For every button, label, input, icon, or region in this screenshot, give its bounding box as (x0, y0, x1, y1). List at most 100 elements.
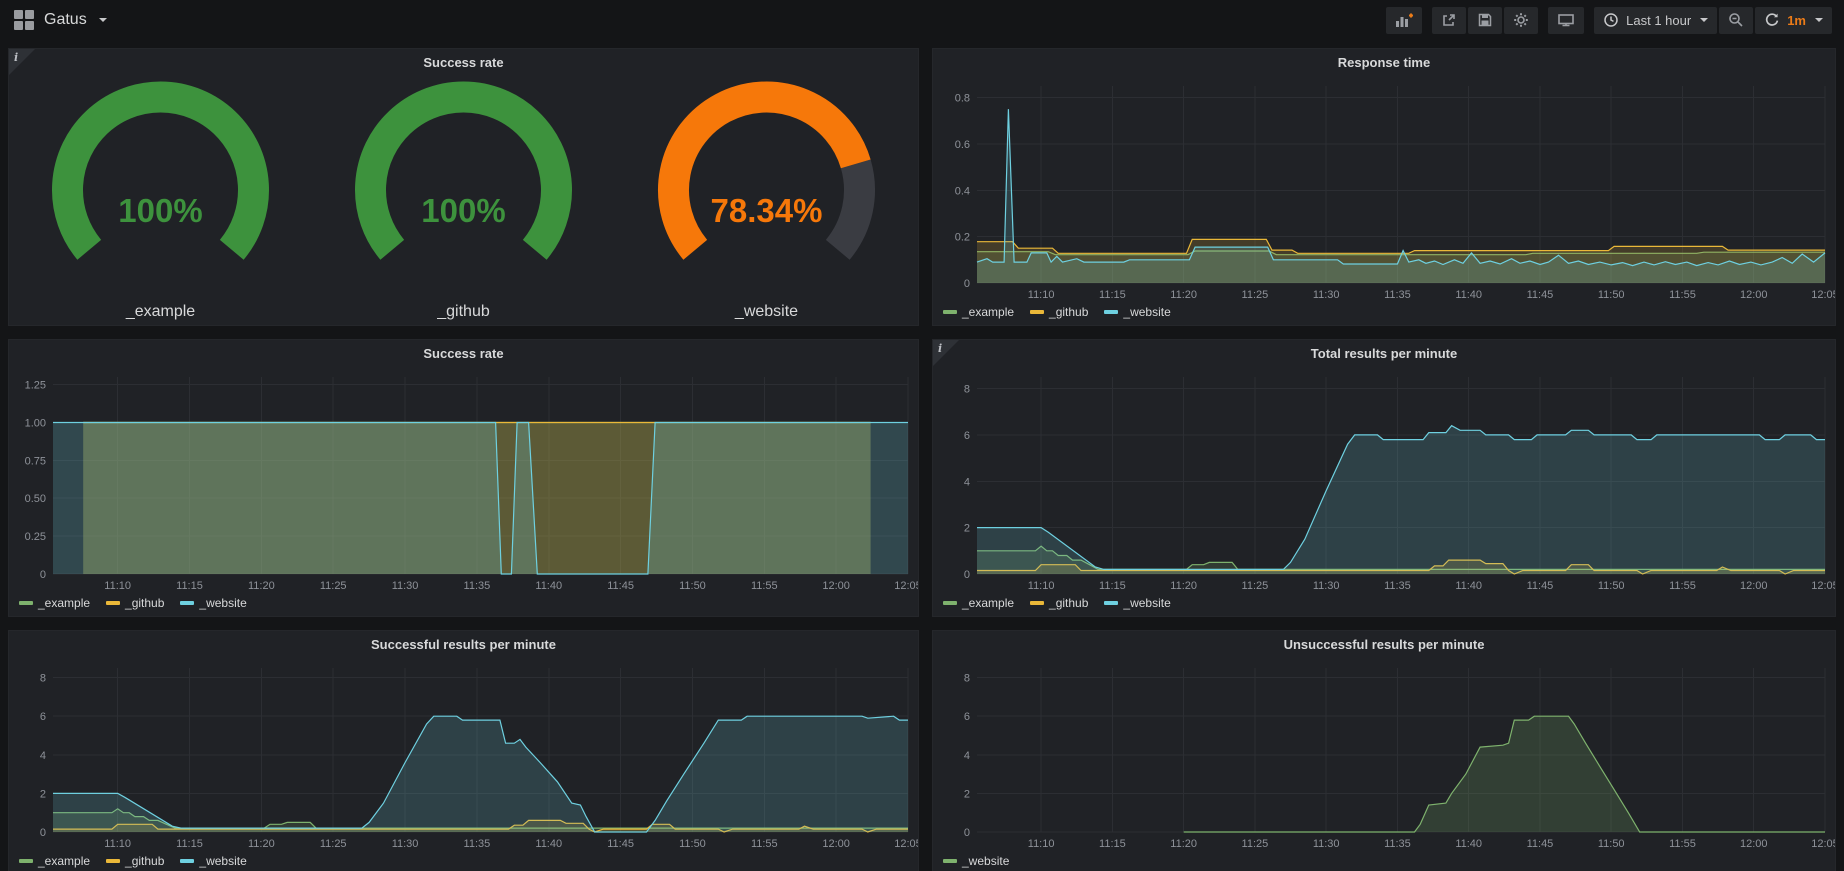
panel-title[interactable]: Successful results per minute (371, 637, 556, 652)
svg-text:0.2: 0.2 (955, 232, 970, 244)
legend-label: _github (1049, 596, 1088, 610)
dashboards-grid-icon[interactable] (14, 10, 34, 30)
svg-text:12:05: 12:05 (894, 838, 918, 850)
save-icon (1477, 12, 1493, 28)
dashboard-title-caret-icon[interactable] (99, 18, 107, 22)
legend-swatch (943, 859, 957, 863)
share-dashboard-button[interactable] (1432, 7, 1466, 34)
add-panel-button[interactable] (1386, 7, 1422, 34)
legend-swatch (106, 601, 120, 605)
legend-label: _website (962, 854, 1009, 868)
time-range-caret-icon (1700, 18, 1708, 22)
legend-swatch (1030, 601, 1044, 605)
svg-text:11:35: 11:35 (464, 838, 491, 850)
save-dashboard-button[interactable] (1468, 7, 1502, 34)
svg-text:11:45: 11:45 (1527, 289, 1554, 301)
time-range-label: Last 1 hour (1626, 13, 1691, 28)
legend-item-_website[interactable]: _website (1104, 596, 1170, 610)
panel-response-time: Response time 11:1011:1511:2011:2511:301… (932, 48, 1836, 326)
svg-text:0.75: 0.75 (25, 455, 46, 467)
time-range-picker-button[interactable]: Last 1 hour (1594, 7, 1717, 34)
panel-successful-results: Successful results per minute 11:1011:15… (8, 630, 919, 871)
svg-text:12:05: 12:05 (894, 580, 918, 592)
panel-info-corner[interactable] (9, 49, 35, 75)
svg-text:11:45: 11:45 (607, 838, 634, 850)
legend-item-_example[interactable]: _example (19, 854, 90, 868)
svg-text:11:10: 11:10 (1028, 580, 1055, 592)
svg-text:8: 8 (964, 673, 970, 685)
legend-label: _example (962, 305, 1014, 319)
svg-text:11:40: 11:40 (535, 838, 562, 850)
svg-text:12:00: 12:00 (1740, 580, 1768, 592)
svg-text:6: 6 (40, 711, 46, 723)
chart-legend: _example _github _website (933, 303, 1835, 325)
legend-item-_github[interactable]: _github (1030, 596, 1088, 610)
refresh-dashboard-button[interactable]: 1m (1755, 7, 1832, 34)
success-rate-chart[interactable]: 11:1011:1511:2011:2511:3011:3511:4011:45… (9, 367, 918, 594)
svg-text:11:25: 11:25 (1242, 580, 1269, 592)
legend-item-_website[interactable]: _website (1104, 305, 1170, 319)
clock-icon (1603, 12, 1619, 28)
zoom-out-time-range-button[interactable] (1719, 7, 1753, 34)
info-icon[interactable]: i (938, 342, 942, 355)
svg-text:0: 0 (964, 827, 970, 839)
legend-item-_website[interactable]: _website (180, 596, 246, 610)
svg-text:11:10: 11:10 (1028, 289, 1055, 301)
legend-label: _website (199, 596, 246, 610)
successful-results-chart[interactable]: 11:1011:1511:2011:2511:3011:3511:4011:45… (9, 658, 918, 852)
svg-text:11:40: 11:40 (1455, 289, 1482, 301)
panel-title[interactable]: Unsuccessful results per minute (1284, 637, 1485, 652)
legend-item-_github[interactable]: _github (106, 854, 164, 868)
legend-swatch (180, 601, 194, 605)
gauge-value: 100% (312, 192, 615, 230)
info-icon[interactable]: i (14, 51, 18, 64)
panel-unsuccessful-results: Unsuccessful results per minute 11:1011:… (932, 630, 1836, 871)
dashboard-settings-button[interactable] (1504, 7, 1538, 34)
panel-total-results: i Total results per minute 11:10 11:15 11:… (932, 339, 1836, 617)
svg-text:11:50: 11:50 (1598, 580, 1625, 592)
gauge-label: _website (615, 303, 918, 321)
legend-swatch (19, 859, 33, 863)
total-results-chart[interactable]: 11:1011:1511:2011:2511:3011:3511:4011:45… (933, 367, 1835, 594)
svg-text:11:35: 11:35 (1384, 289, 1411, 301)
svg-text:2: 2 (964, 788, 970, 800)
legend-label: _website (1123, 596, 1170, 610)
legend-item-_website[interactable]: _website (180, 854, 246, 868)
svg-text:11:20: 11:20 (1170, 838, 1197, 850)
legend-label: _example (38, 854, 90, 868)
legend-item-_example[interactable]: _example (943, 596, 1014, 610)
cycle-view-mode-button[interactable] (1548, 7, 1584, 34)
svg-text:0.6: 0.6 (955, 139, 970, 151)
legend-label: _example (38, 596, 90, 610)
legend-item-_github[interactable]: _github (1030, 305, 1088, 319)
svg-text:4: 4 (964, 476, 970, 488)
svg-text:11:20: 11:20 (248, 838, 275, 850)
gauge-label: _example (9, 303, 312, 321)
svg-text:11:15: 11:15 (1099, 580, 1126, 592)
svg-text:11:50: 11:50 (679, 838, 706, 850)
legend-swatch (943, 310, 957, 314)
panel-info-corner[interactable] (933, 340, 959, 366)
svg-text:11:25: 11:25 (320, 580, 347, 592)
panel-title[interactable]: Success rate (423, 55, 503, 70)
share-icon (1441, 12, 1457, 28)
response-time-chart[interactable]: 11:1011:1511:2011:2511:3011:3511:4011:45… (933, 76, 1835, 303)
svg-text:11:55: 11:55 (1669, 838, 1696, 850)
legend-item-_website[interactable]: _website (943, 854, 1009, 868)
legend-item-_example[interactable]: _example (943, 305, 1014, 319)
dashboard-title[interactable]: Gatus (44, 11, 87, 29)
svg-text:0.25: 0.25 (25, 531, 46, 543)
svg-text:12:05: 12:05 (1811, 289, 1835, 301)
gauge-label: _github (312, 303, 615, 321)
panel-title[interactable]: Response time (1338, 55, 1430, 70)
svg-text:4: 4 (40, 750, 46, 762)
svg-text:11:15: 11:15 (1099, 838, 1126, 850)
panel-title[interactable]: Success rate (423, 346, 503, 361)
unsuccessful-results-chart[interactable]: 11:1011:1511:2011:2511:3011:3511:4011:45… (933, 658, 1835, 852)
svg-text:2: 2 (964, 523, 970, 535)
gauge-example: 100% _example (9, 76, 312, 325)
legend-item-_github[interactable]: _github (106, 596, 164, 610)
panel-title[interactable]: Total results per minute (1311, 346, 1457, 361)
legend-item-_example[interactable]: _example (19, 596, 90, 610)
svg-text:11:20: 11:20 (248, 580, 275, 592)
